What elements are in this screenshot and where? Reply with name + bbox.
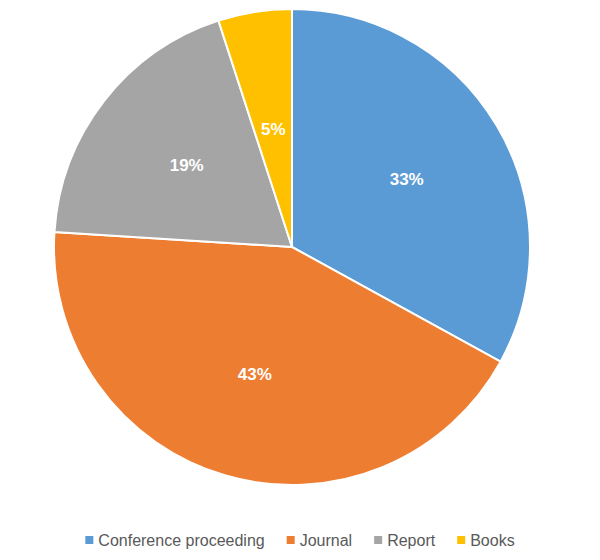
pie <box>54 9 530 485</box>
legend-label: Books <box>470 532 514 549</box>
pie-slice <box>54 232 501 485</box>
data-labels: 33% 43% 19% 5% <box>170 120 424 385</box>
legend-swatch <box>457 536 465 544</box>
legend-swatch <box>287 536 295 544</box>
legend-label: Conference proceeding <box>98 532 264 549</box>
legend-label: Journal <box>300 532 352 549</box>
legend-item: Books <box>457 532 514 549</box>
legend: Conference proceeding Journal Report Books <box>85 532 514 549</box>
data-label: 19% <box>170 156 204 175</box>
data-label: 5% <box>261 120 286 139</box>
legend-label: Report <box>387 532 436 549</box>
chart: 33% 43% 19% 5% Conference proceeding Journal R… <box>0 0 600 560</box>
data-label: 43% <box>238 365 272 384</box>
legend-swatch <box>85 536 93 544</box>
pie-slice <box>218 9 292 247</box>
data-label: 33% <box>390 170 424 189</box>
legend-item: Journal <box>287 532 352 549</box>
legend-item: Report <box>374 532 436 549</box>
legend-item: Conference proceeding <box>85 532 264 549</box>
legend-swatch <box>374 536 382 544</box>
